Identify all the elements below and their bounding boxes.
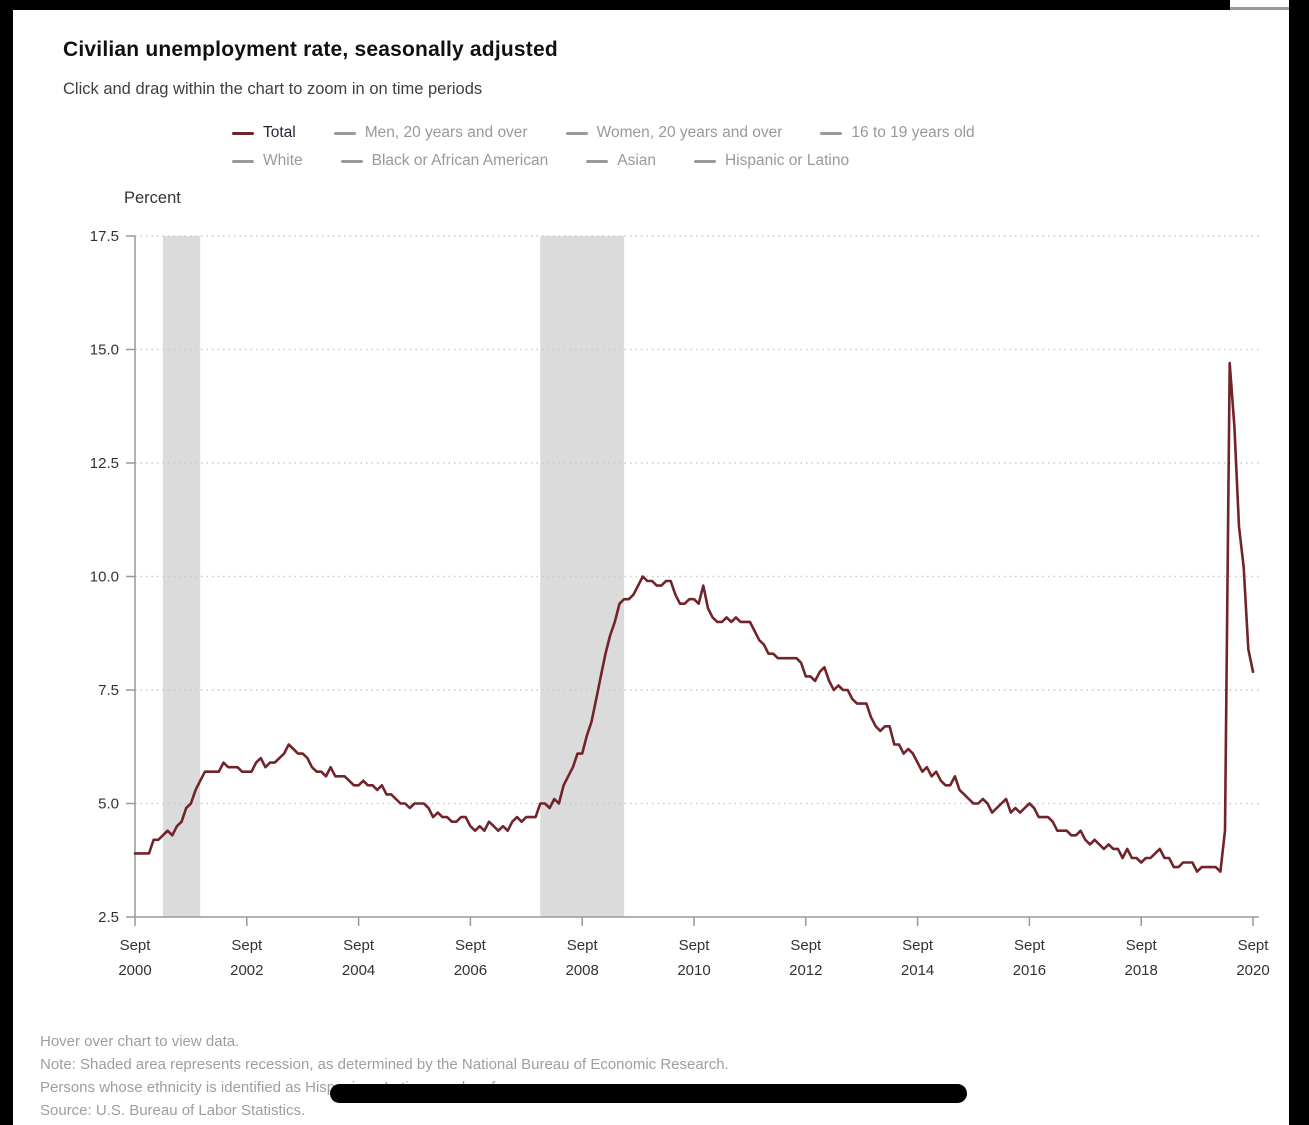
redaction-mark	[330, 1084, 967, 1103]
x-tick-month-label: Sept	[1126, 937, 1158, 954]
chart-notes: Hover over chart to view data. Note: Sha…	[40, 1030, 1140, 1122]
frame-notch	[1230, 0, 1289, 10]
x-tick-year-label: 2020	[1236, 962, 1269, 979]
x-tick-month-label: Sept	[343, 937, 375, 954]
legend-item-label: Women, 20 years and over	[596, 124, 783, 141]
legend-dash-icon	[232, 159, 254, 163]
x-tick-year-label: 2014	[901, 962, 934, 979]
x-tick-month-label: Sept	[679, 937, 711, 954]
content-panel: Civilian unemployment rate, seasonally a…	[13, 10, 1289, 1125]
legend-item-men-20-years-and-over[interactable]: Men, 20 years and over	[333, 124, 528, 142]
legend-dash-icon	[333, 131, 356, 135]
legend-item-label: Hispanic or Latino	[725, 152, 850, 169]
x-tick-month-label: Sept	[790, 937, 822, 954]
x-tick-month-label: Sept	[1238, 937, 1270, 954]
page-title: Civilian unemployment rate, seasonally a…	[63, 38, 558, 61]
legend-dash-icon	[586, 159, 609, 163]
unemployment-line-chart[interactable]: 2.5 5.0 7.5 10.0 12.5 15.0 17.5 Sept 2000 Sept 200…	[13, 10, 1289, 1010]
y-tick-label: 10.0	[90, 569, 119, 586]
total-series-line	[133, 361, 1255, 873]
legend-item-16-to-19-years-old[interactable]: 16 to 19 years old	[820, 124, 975, 142]
chart-legend: Total Men, 20 years and over Women, 20 yea…	[232, 119, 975, 175]
x-tick-year-label: 2012	[789, 962, 822, 979]
legend-item-asian[interactable]: Asian	[586, 152, 656, 170]
y-tick-label: 5.0	[98, 796, 119, 813]
x-tick-month-label: Sept	[120, 937, 152, 954]
x-tick-month-label: Sept	[567, 937, 599, 954]
legend-dash-icon	[694, 159, 717, 163]
legend-item-total[interactable]: Total	[232, 124, 296, 142]
y-tick-label: 17.5	[90, 228, 119, 245]
legend-dash-icon	[565, 131, 588, 135]
legend-item-black-or-african-american[interactable]: Black or African American	[340, 152, 549, 170]
legend-item-label: Black or African American	[371, 152, 549, 169]
recession-band	[540, 236, 625, 917]
x-tick-year-label: 2004	[342, 962, 375, 979]
legend-item-women-20-years-and-over[interactable]: Women, 20 years and over	[565, 124, 783, 142]
x-tick-month-label: Sept	[1014, 937, 1046, 954]
y-tick-label: 7.5	[98, 682, 119, 699]
y-tick-label: 15.0	[90, 342, 119, 359]
y-tick-label: 2.5	[98, 909, 119, 926]
page-subtitle: Click and drag within the chart to zoom …	[63, 80, 483, 98]
note-recession: Note: Shaded area represents recession, …	[40, 1056, 729, 1073]
legend-item-label: 16 to 19 years old	[851, 124, 975, 141]
x-tick-month-label: Sept	[455, 937, 487, 954]
legend-item-label: Asian	[617, 152, 657, 169]
note-source: Source: U.S. Bureau of Labor Statistics.	[40, 1102, 306, 1119]
x-tick-year-label: 2000	[118, 962, 151, 979]
legend-item-label: White	[263, 152, 303, 169]
legend-item-label: Men, 20 years and over	[364, 124, 528, 141]
x-tick-year-label: 2006	[454, 962, 487, 979]
legend-dash-icon	[232, 131, 254, 135]
x-tick-year-label: 2002	[230, 962, 263, 979]
legend-row-1: Total Men, 20 years and over Women, 20 yea…	[232, 119, 975, 147]
note-hover: Hover over chart to view data.	[40, 1033, 240, 1050]
legend-row-2: White Black or African American Asian Hispa…	[232, 147, 975, 175]
y-tick-label: 12.5	[90, 455, 119, 472]
legend-item-hispanic-or-latino[interactable]: Hispanic or Latino	[694, 152, 849, 170]
legend-dash-icon	[820, 131, 843, 135]
y-axis-title: Percent	[124, 189, 181, 207]
x-tick-year-label: 2010	[677, 962, 710, 979]
x-tick-month-label: Sept	[902, 937, 934, 954]
x-tick-year-label: 2018	[1125, 962, 1158, 979]
x-tick-year-label: 2008	[566, 962, 599, 979]
legend-dash-icon	[340, 159, 363, 163]
x-tick-year-label: 2016	[1013, 962, 1046, 979]
legend-item-white[interactable]: White	[232, 152, 303, 170]
legend-item-label: Total	[263, 124, 296, 141]
x-tick-month-label: Sept	[231, 937, 263, 954]
